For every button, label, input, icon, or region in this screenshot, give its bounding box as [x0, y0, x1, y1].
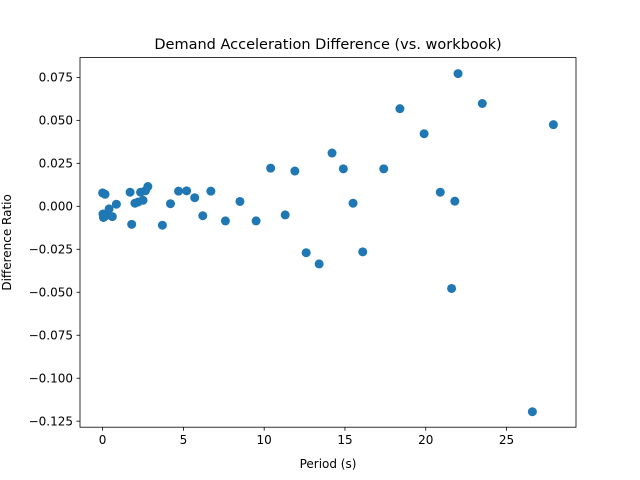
x-tick-label: 25: [499, 433, 514, 447]
data-point: [419, 129, 429, 139]
data-point: [348, 198, 358, 208]
y-tick-label: −0.050: [29, 286, 73, 300]
data-point: [453, 69, 463, 79]
data-point: [358, 247, 368, 257]
y-tick-label: 0.075: [39, 71, 73, 85]
data-point: [111, 199, 121, 209]
data-point: [127, 219, 137, 229]
data-point: [100, 189, 110, 199]
x-tick-label: 5: [180, 433, 188, 447]
x-axis-label: Period (s): [300, 457, 357, 471]
data-point: [280, 210, 290, 220]
data-point: [174, 186, 184, 196]
data-point: [301, 248, 311, 258]
y-tick-label: −0.100: [29, 372, 73, 386]
data-point: [157, 220, 167, 230]
data-point: [435, 187, 445, 197]
data-point: [251, 216, 261, 226]
y-tick-label: 0.000: [39, 200, 73, 214]
data-point: [266, 163, 276, 173]
x-tick-label: 20: [418, 433, 433, 447]
x-tick-label: 15: [337, 433, 352, 447]
data-point: [527, 407, 537, 417]
y-tick-label: 0.025: [39, 157, 73, 171]
axis-ticks: 0 5 10 15 20 25 0.075 0.050 0.025 0.000 −0.025 −0.0…: [29, 71, 515, 448]
data-point: [477, 98, 487, 108]
data-point: [447, 283, 457, 293]
y-tick-label: −0.025: [29, 243, 73, 257]
data-point: [290, 166, 300, 176]
data-point: [165, 199, 175, 209]
x-tick-label: 0: [99, 433, 107, 447]
data-point: [138, 195, 148, 205]
data-point: [395, 104, 405, 114]
data-point: [104, 204, 114, 214]
y-axis-label: Difference Ratio: [0, 194, 14, 291]
data-point: [548, 120, 558, 130]
data-point: [235, 196, 245, 206]
data-points: [98, 69, 558, 417]
data-point: [107, 212, 117, 222]
data-point: [220, 216, 230, 226]
plot-frame: [79, 57, 577, 428]
data-point: [450, 196, 460, 206]
data-point: [379, 164, 389, 174]
data-point: [198, 211, 208, 221]
chart-title: Demand Acceleration Difference (vs. work…: [154, 37, 501, 53]
y-tick-label: −0.125: [29, 414, 73, 428]
data-point: [182, 186, 192, 196]
data-point: [206, 186, 216, 196]
y-tick-label: −0.075: [29, 329, 73, 343]
data-point: [125, 187, 135, 197]
data-point: [338, 164, 348, 174]
data-point: [314, 259, 324, 269]
data-point: [190, 193, 200, 203]
x-tick-label: 10: [257, 433, 272, 447]
data-point: [327, 148, 337, 158]
y-tick-label: 0.050: [39, 114, 73, 128]
data-point: [143, 182, 153, 192]
plot-area: [80, 57, 576, 428]
